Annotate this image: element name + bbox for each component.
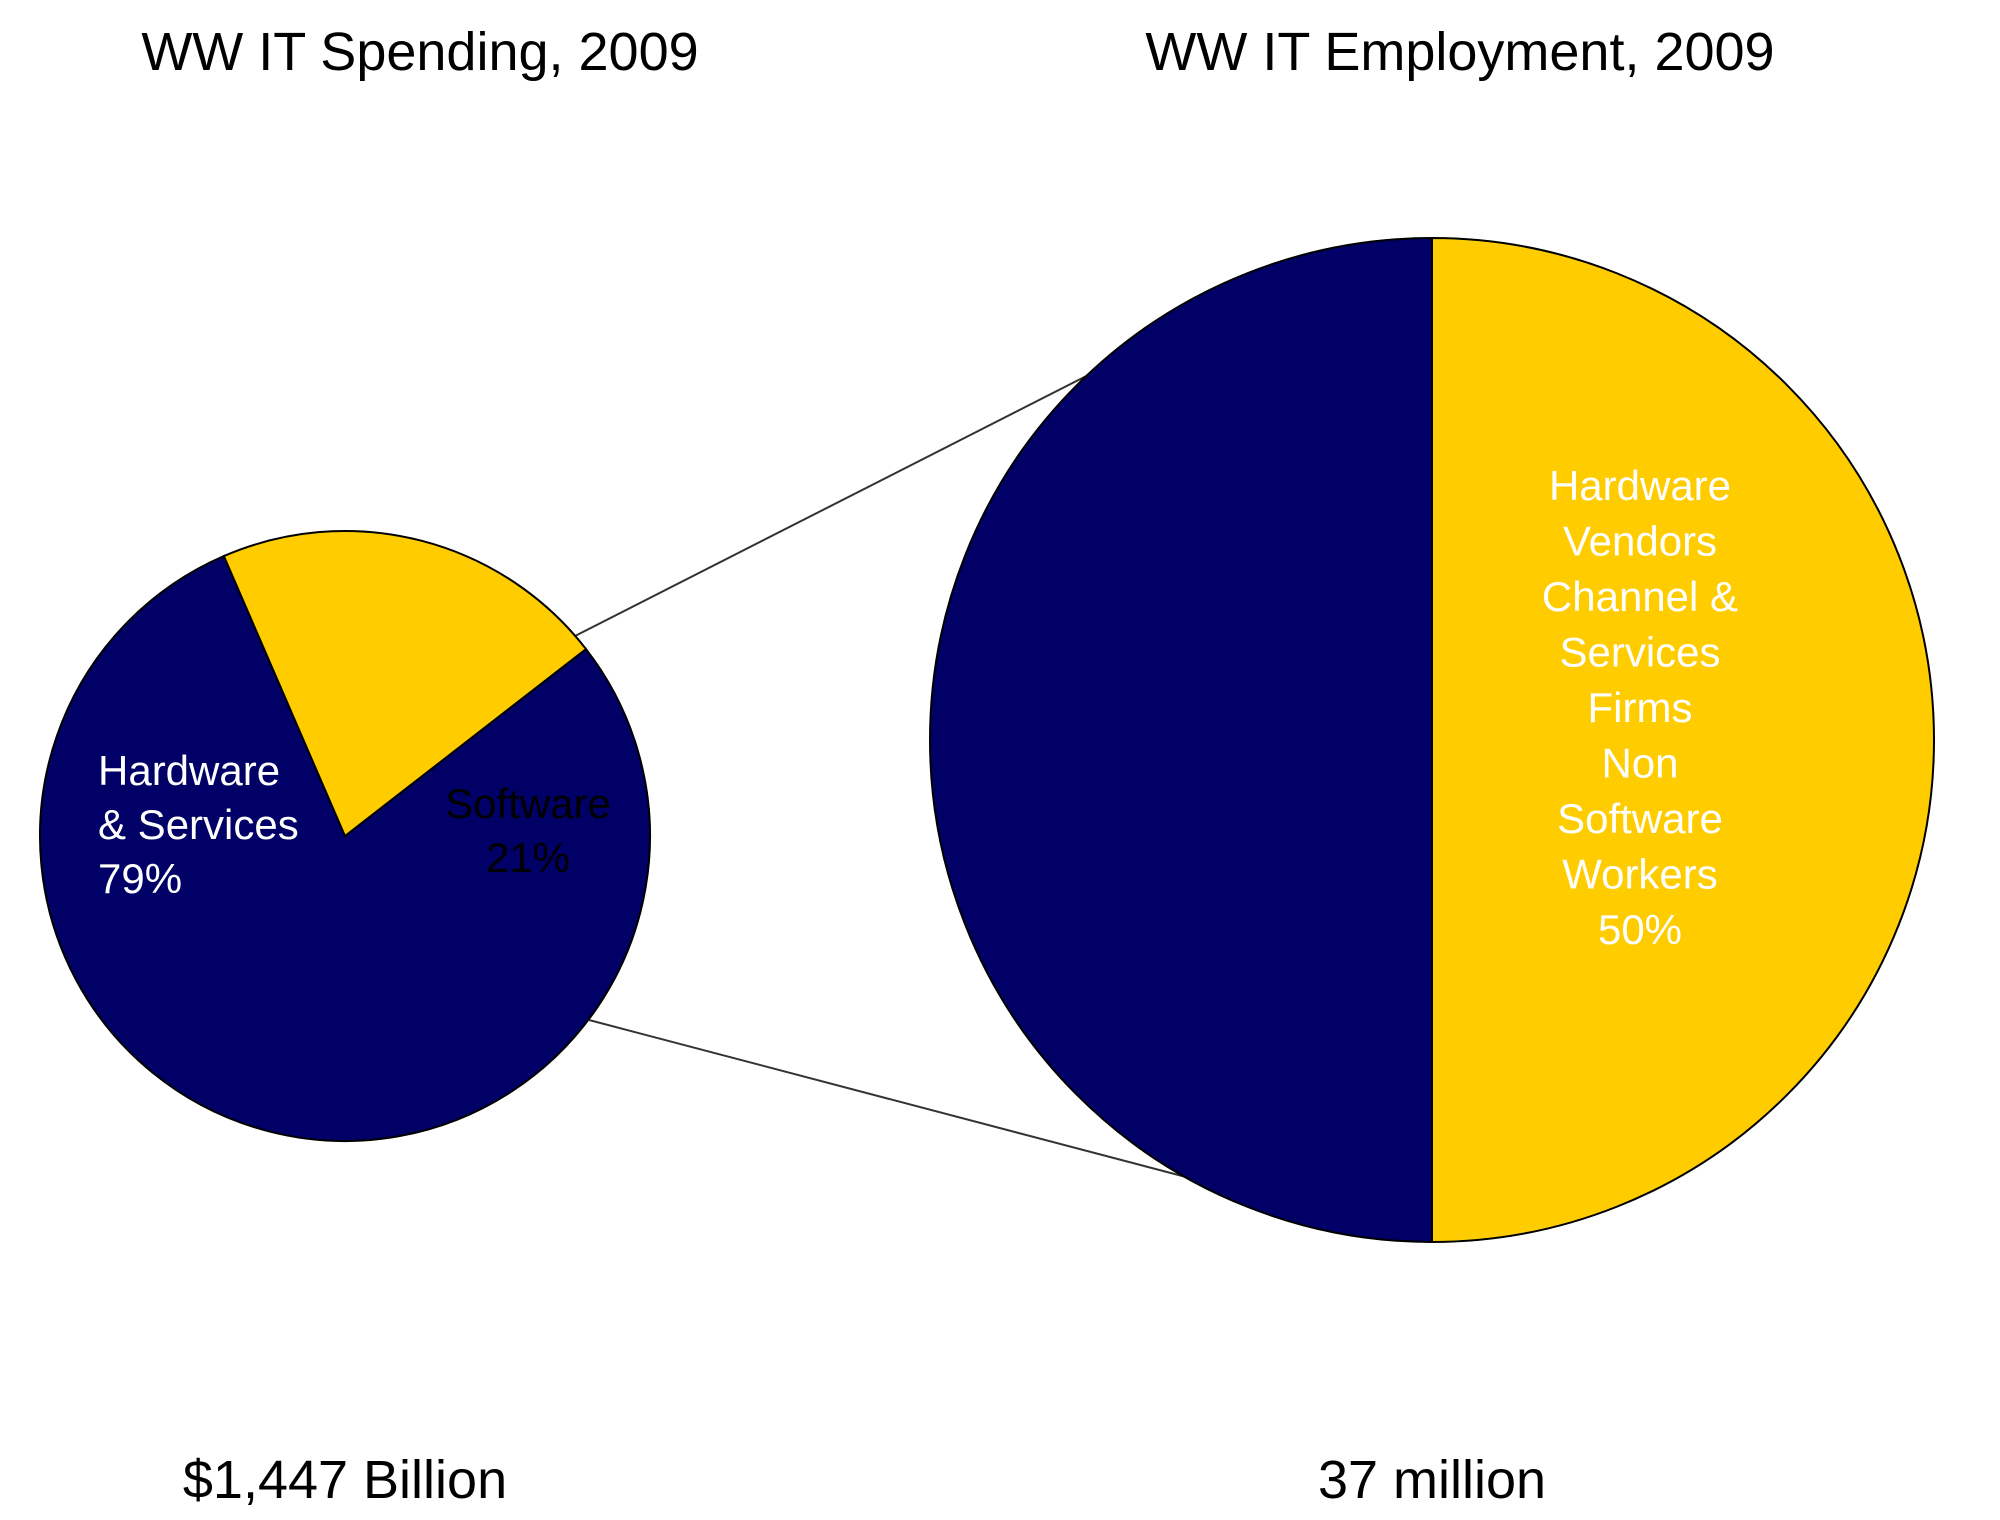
pie0-slice-1 [222, 530, 588, 838]
pie-employment: SoftwareVendorsChannel &ServicesFirmsSof… [929, 236, 1935, 1244]
pie0-slice-1-label: Software 21% [445, 780, 611, 881]
pie0-slice-0 [39, 554, 651, 1142]
pie1-slice-0 [1431, 236, 1935, 1244]
pie-spending: Hardware & Services 79% Software 21% [39, 530, 651, 1142]
pie1-slice-1-label: Hardware Vendors Channel & Services Firms Non… [1542, 462, 1738, 953]
connector-line-top [574, 335, 1166, 637]
chart-title-spending: WW IT Spending, 2009 [141, 22, 698, 82]
connector-line-bottom [588, 1019, 1206, 1183]
total-label-employment: 37 million [1318, 1450, 1546, 1510]
connector-lines [574, 335, 1206, 1183]
chart-title-employment: WW IT Employment, 2009 [1145, 22, 1774, 82]
pie0-slice-0-label: Hardware & Services 79% [98, 747, 299, 902]
total-label-spending: $1,447 Billion [183, 1450, 507, 1510]
pie1-slice-1 [929, 236, 1433, 1244]
